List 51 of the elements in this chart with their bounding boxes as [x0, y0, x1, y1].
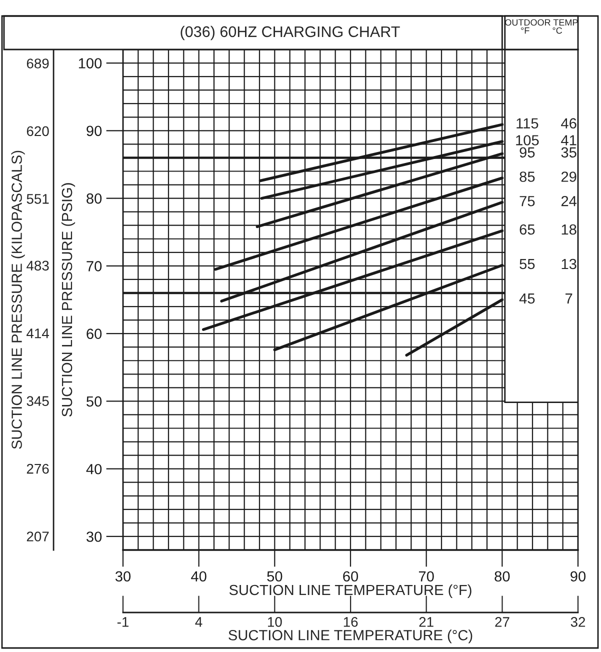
annotation: 41: [561, 135, 576, 146]
y-tick-label: 40: [86, 464, 102, 474]
annotation: 35: [561, 147, 576, 158]
y-tick-label: 60: [86, 328, 102, 339]
y2-tick-label: 276: [26, 464, 49, 474]
x2-tick-label: -1: [117, 617, 128, 627]
y-tick-label: 80: [86, 193, 102, 204]
x2-tick-label: 32: [570, 617, 586, 627]
series-label: 115: [516, 118, 538, 128]
annotation: 29: [561, 172, 576, 182]
y2-axis-title: SUCTION LINE PRESSURE (KILOPASCALS): [11, 150, 25, 449]
x-tick-label: 40: [191, 571, 206, 582]
x-tick-label: 50: [267, 571, 282, 582]
annotation: 46: [561, 118, 576, 128]
x-tick-label: 60: [343, 571, 358, 582]
series-label: 65: [520, 224, 535, 235]
x2-tick-label: 4: [195, 617, 202, 627]
chart-title: (036) 60HZ CHARGING CHART: [180, 26, 400, 40]
x2-tick-label: 27: [495, 617, 510, 627]
x2-axis-title: SUCTION LINE TEMPERATURE (°C): [228, 630, 472, 644]
y-tick-label: 100: [78, 58, 102, 68]
x-tick-label: 90: [570, 571, 586, 582]
x2-tick-label: 21: [419, 617, 434, 627]
annotation: 24: [561, 196, 577, 206]
y2-tick-label: 345: [26, 396, 49, 406]
annotation: 7: [566, 293, 572, 304]
x2-tick-label: 10: [268, 617, 282, 627]
y-tick-label: 70: [86, 261, 102, 272]
y-tick-label: 50: [86, 396, 102, 407]
series-label: 55: [520, 258, 535, 270]
series-label: 95: [520, 147, 535, 158]
x-axis-title: SUCTION LINE TEMPERATURE (°F): [229, 584, 472, 598]
x-tick-label: 70: [418, 571, 434, 582]
y-axis-title: SUCTION LINE PRESSURE (PSIG): [61, 183, 76, 417]
y2-tick-label: 620: [26, 126, 49, 136]
series-label: 85: [520, 172, 535, 182]
x2-tick-label: 16: [344, 617, 358, 627]
y-tick-label: 30: [86, 532, 102, 542]
y2-tick-label: 689: [26, 58, 49, 68]
y2-tick-label: 414: [26, 328, 49, 338]
y-tick-label: 90: [86, 126, 102, 136]
series-label: 45: [519, 293, 535, 304]
y2-tick-label: 483: [26, 260, 49, 271]
y2-tick-label: 207: [26, 532, 49, 542]
x-tick-label: 80: [494, 571, 510, 582]
series-label: 105: [516, 135, 539, 146]
annotation: 13: [562, 258, 576, 270]
annotation: 18: [562, 224, 576, 235]
y2-tick-label: 551: [26, 194, 49, 204]
series-label: 75: [520, 196, 535, 206]
x-tick-label: 30: [115, 571, 131, 582]
